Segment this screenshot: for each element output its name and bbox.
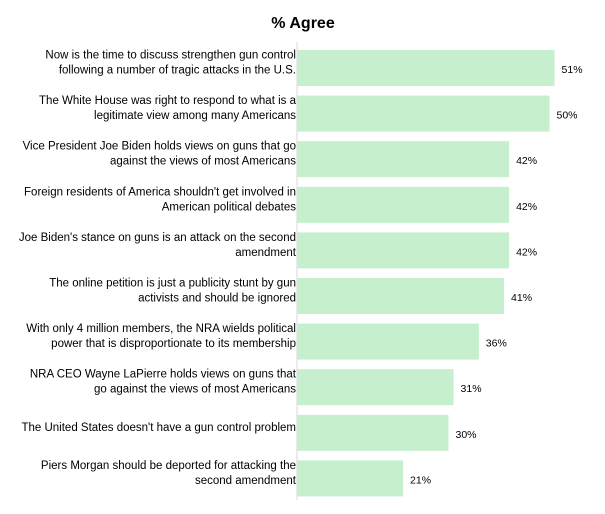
- category-label-line: Piers Morgan should be deported for atta…: [41, 460, 296, 472]
- category-label-10: Piers Morgan should be deported for atta…: [41, 460, 297, 487]
- bar-1: [297, 50, 555, 86]
- category-label-line: activists and should be ignored: [138, 293, 296, 305]
- category-label-6: The online petition is just a publicity …: [49, 278, 296, 305]
- category-labels-group: Now is the time to discuss strengthen gu…: [19, 50, 297, 487]
- category-label-line: following a number of tragic attacks in …: [59, 65, 296, 77]
- category-label-line: second amendment: [195, 475, 297, 487]
- bar-2: [297, 95, 550, 132]
- bar-7: [297, 323, 479, 360]
- category-label-line: Foreign residents of America shouldn't g…: [24, 186, 296, 198]
- category-label-line: amendment: [235, 247, 297, 259]
- category-label-1: Now is the time to discuss strengthen gu…: [45, 50, 296, 77]
- data-label-9: 30%: [456, 429, 477, 441]
- category-label-7: With only 4 million members, the NRA wie…: [26, 323, 296, 350]
- data-label-2: 50%: [557, 110, 578, 122]
- bar-9: [297, 414, 449, 451]
- data-label-4: 42%: [516, 201, 537, 213]
- category-label-8: NRA CEO Wayne LaPierre holds views on gu…: [30, 369, 297, 396]
- chart-title: % Agree: [271, 15, 335, 32]
- data-label-1: 51%: [562, 64, 583, 76]
- data-label-5: 42%: [516, 246, 537, 258]
- bars-group: [297, 50, 555, 497]
- bar-8: [297, 369, 454, 406]
- category-label-9: The United States doesn't have a gun con…: [21, 422, 296, 434]
- category-label-4: Foreign residents of America shouldn't g…: [24, 186, 296, 213]
- data-label-6: 41%: [511, 292, 532, 304]
- data-label-3: 42%: [516, 155, 537, 167]
- category-label-line: go against the views of most Americans: [94, 384, 296, 396]
- category-label-line: Vice President Joe Biden holds views on …: [23, 141, 296, 153]
- category-label-line: With only 4 million members, the NRA wie…: [26, 323, 296, 335]
- bar-10: [297, 460, 404, 497]
- category-label-2: The White House was right to respond to …: [39, 95, 297, 122]
- data-label-7: 36%: [486, 338, 507, 350]
- category-label-5: Joe Biden's stance on guns is an attack …: [19, 232, 297, 259]
- category-label-line: against the views of most Americans: [110, 156, 296, 168]
- category-label-line: The online petition is just a publicity …: [49, 278, 296, 290]
- category-label-3: Vice President Joe Biden holds views on …: [23, 141, 297, 168]
- category-label-line: American political debates: [162, 201, 296, 213]
- bar-5: [297, 232, 510, 269]
- data-label-10: 21%: [410, 474, 431, 486]
- category-label-line: NRA CEO Wayne LaPierre holds views on gu…: [30, 369, 297, 381]
- category-label-line: power that is disproportionate to its me…: [51, 338, 296, 350]
- data-labels-group: 51% 50% 42% 42% 42% 41% 36% 31% 30% 21%: [410, 64, 583, 486]
- data-label-8: 31%: [461, 383, 482, 395]
- bar-6: [297, 278, 505, 314]
- category-label-line: legitimate view among many Americans: [94, 110, 296, 122]
- bar-3: [297, 141, 510, 178]
- category-label-line: Now is the time to discuss strengthen gu…: [45, 50, 296, 62]
- category-label-line: The United States doesn't have a gun con…: [21, 422, 296, 434]
- category-label-line: Joe Biden's stance on guns is an attack …: [19, 232, 296, 244]
- category-label-line: The White House was right to respond to …: [39, 95, 297, 107]
- bar-4: [297, 186, 510, 223]
